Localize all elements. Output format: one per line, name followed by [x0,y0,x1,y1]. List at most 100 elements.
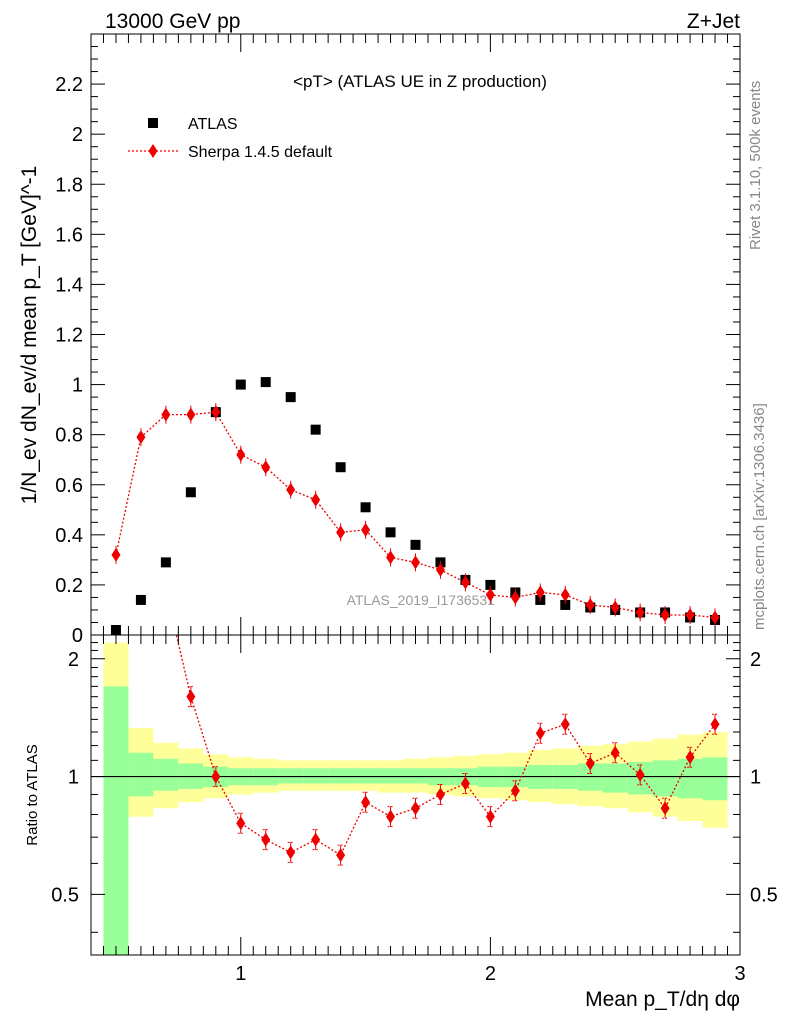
main-data-marks [110,377,721,635]
ratio-sherpa-point [211,769,221,784]
sherpa-point [585,597,595,612]
y-axis-label: 1/N_ev dN_ev/d mean p_T [GeV]^-1 [18,166,41,505]
sherpa-point [411,555,420,570]
inner-band [702,757,728,801]
rivet-label: Rivet 3.1.10, 500k events [747,81,764,250]
sherpa-point [311,492,321,507]
sherpa-point [261,460,271,475]
ratio-sherpa-point [560,717,570,732]
atlas-point [385,527,396,538]
ratio-sherpa-point [311,832,321,847]
sherpa-point [460,575,470,590]
ratio-sherpa-point [336,848,346,863]
y-tick-label: 1 [72,375,83,397]
y-tick-label: 0.2 [55,575,83,597]
ratio-sherpa-point [361,795,371,810]
ratio-y-tick-label: 0.5 [51,884,79,906]
atlas-point [260,377,271,388]
ratio-sherpa-point [510,783,520,798]
ratio-axes: 0.5 0.5 1 1 2 2 1 2 3 [51,634,778,985]
ratio-sherpa-point [386,809,396,824]
atlas-point [360,502,371,513]
ratio-sherpa-point [261,832,271,847]
ratio-sherpa-point [286,845,296,860]
atlas-point [135,594,146,605]
inner-band [652,760,678,797]
sherpa-point [286,482,296,497]
y-tick-label: 1.2 [55,325,83,347]
sherpa-point [660,607,670,622]
ratio-y-tick-label-right: 0.5 [750,884,778,906]
mcplots-label: mcplots.cern.ch [arXiv:1306.3436] [751,403,768,630]
x-tick-label: 1 [235,963,246,985]
sherpa-point [211,405,221,420]
inner-band [278,768,304,784]
sherpa-point [535,585,545,600]
y-tick-label: 0.8 [55,425,83,447]
sherpa-point [635,605,645,620]
ratio-y-tick-label-right: 1 [750,767,761,789]
y-tick-label: 0.6 [55,475,83,497]
y-tick-label: 1.6 [55,224,83,246]
ratio-sherpa-point [236,816,246,831]
sherpa-line [115,411,716,619]
main-title: <pT> (ATLAS UE in Z production) [293,72,547,91]
atlas-point [485,579,496,590]
y-tick-label: 1.8 [55,174,83,196]
legend-sherpa-marker [148,144,158,158]
ratio-sherpa-point [435,787,445,802]
ratio-sherpa-point [411,801,420,816]
ratio-y-tick-label-right: 2 [750,649,761,671]
ratio-sherpa-point [660,801,670,816]
inner-band [378,768,404,784]
sherpa-point [386,550,396,565]
y-tick-label: 2 [72,124,83,146]
ratio-sherpa-point [710,717,720,732]
ratio-sherpa-point [610,745,620,760]
atlas-point [410,539,421,550]
main-title-text: <pT> (ATLAS UE in Z production) [293,72,547,91]
inner-band [303,768,329,784]
inner-band [328,768,354,784]
inner-band [403,768,428,784]
x-axis-label: Mean p_T/dη dφ [585,988,740,1011]
sherpa-point [560,587,570,602]
atlas-point [285,392,296,403]
inner-band [128,752,154,797]
sherpa-point [136,430,146,445]
legend-atlas-label: ATLAS [188,116,238,133]
legend: ATLAS Sherpa 1.4.5 default [128,116,333,161]
sherpa-point [710,610,720,625]
sherpa-point [186,407,196,422]
y-tick-label: 0 [72,625,83,647]
ratio-sherpa-point [685,750,695,765]
main-plot-panel: <pT> (ATLAS UE in Z production) ATLAS_20… [18,33,741,647]
y-tick-label: 0.4 [55,525,83,547]
ratio-plot-panel: 0.5 0.5 1 1 2 2 1 2 3 Ratio to ATLAS Mean p_T/dη… [24,634,778,1011]
sherpa-point [510,590,520,605]
sherpa-point [435,562,445,577]
uncertainty-bands [91,642,740,955]
sherpa-point [361,522,371,537]
sherpa-point [161,407,171,422]
y-tick-label: 2.2 [55,74,83,96]
sherpa-point [610,600,620,615]
ratio-sherpa-point [460,776,470,791]
inner-band [153,758,179,791]
watermark-label: ATLAS_2019_I1736531 [347,592,496,608]
inner-band [602,763,628,793]
atlas-point [235,379,246,390]
ratio-y-tick-label: 2 [68,649,79,671]
sherpa-point [685,607,695,622]
sherpa-point [111,547,121,562]
ratio-sherpa-point [535,726,545,741]
ratio-sherpa-point [585,756,595,771]
atlas-point [335,462,346,473]
atlas-point [310,424,321,435]
x-tick-label: 3 [734,963,745,985]
atlas-point [185,487,196,498]
ratio-sherpa-point [635,767,645,782]
x-tick-label: 2 [485,963,496,985]
sherpa-point [336,525,346,540]
